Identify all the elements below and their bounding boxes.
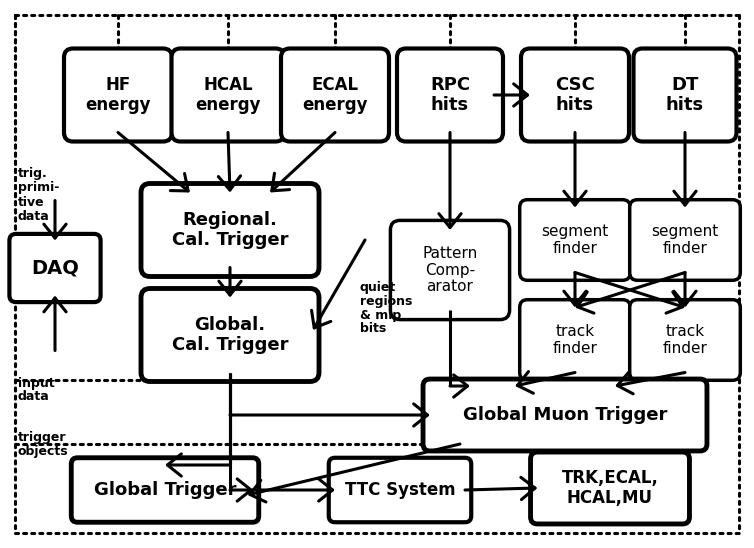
FancyBboxPatch shape xyxy=(9,234,100,302)
FancyBboxPatch shape xyxy=(630,300,740,380)
Text: Global Muon Trigger: Global Muon Trigger xyxy=(463,406,667,424)
FancyBboxPatch shape xyxy=(531,452,689,524)
FancyBboxPatch shape xyxy=(329,458,471,522)
FancyBboxPatch shape xyxy=(520,199,630,280)
Text: TTC System: TTC System xyxy=(345,481,455,499)
Text: segment
finder: segment finder xyxy=(651,224,719,256)
Text: Pattern
Comp-
arator: Pattern Comp- arator xyxy=(422,246,477,294)
FancyBboxPatch shape xyxy=(171,49,284,141)
Text: track
finder: track finder xyxy=(663,324,707,356)
Text: CSC
hits: CSC hits xyxy=(555,76,595,114)
FancyBboxPatch shape xyxy=(397,49,503,141)
Text: input
data: input data xyxy=(18,376,54,403)
Text: RPC
hits: RPC hits xyxy=(430,76,470,114)
Text: segment
finder: segment finder xyxy=(541,224,608,256)
Text: HCAL
energy: HCAL energy xyxy=(195,76,261,114)
Text: Global Trigger: Global Trigger xyxy=(93,481,236,499)
FancyBboxPatch shape xyxy=(520,300,630,380)
FancyBboxPatch shape xyxy=(64,49,172,141)
FancyBboxPatch shape xyxy=(521,49,629,141)
Text: TRK,ECAL,
HCAL,MU: TRK,ECAL, HCAL,MU xyxy=(562,469,658,507)
FancyBboxPatch shape xyxy=(141,288,319,381)
Text: DT
hits: DT hits xyxy=(666,76,704,114)
FancyBboxPatch shape xyxy=(72,458,259,522)
Text: ECAL
energy: ECAL energy xyxy=(302,76,368,114)
Text: Regional.
Cal. Trigger: Regional. Cal. Trigger xyxy=(172,211,288,249)
Text: HF
energy: HF energy xyxy=(85,76,151,114)
Text: Global.
Cal. Trigger: Global. Cal. Trigger xyxy=(172,316,288,354)
Text: trig.
primi-
tive
data: trig. primi- tive data xyxy=(18,168,60,222)
FancyBboxPatch shape xyxy=(630,199,740,280)
FancyBboxPatch shape xyxy=(281,49,389,141)
FancyBboxPatch shape xyxy=(391,220,510,319)
Text: quiet
regions
& mip
bits: quiet regions & mip bits xyxy=(360,281,412,335)
FancyBboxPatch shape xyxy=(141,184,319,277)
FancyBboxPatch shape xyxy=(633,49,737,141)
FancyBboxPatch shape xyxy=(423,379,707,451)
Text: track
finder: track finder xyxy=(553,324,597,356)
Text: DAQ: DAQ xyxy=(31,259,79,277)
Text: trigger
objects: trigger objects xyxy=(18,431,69,459)
